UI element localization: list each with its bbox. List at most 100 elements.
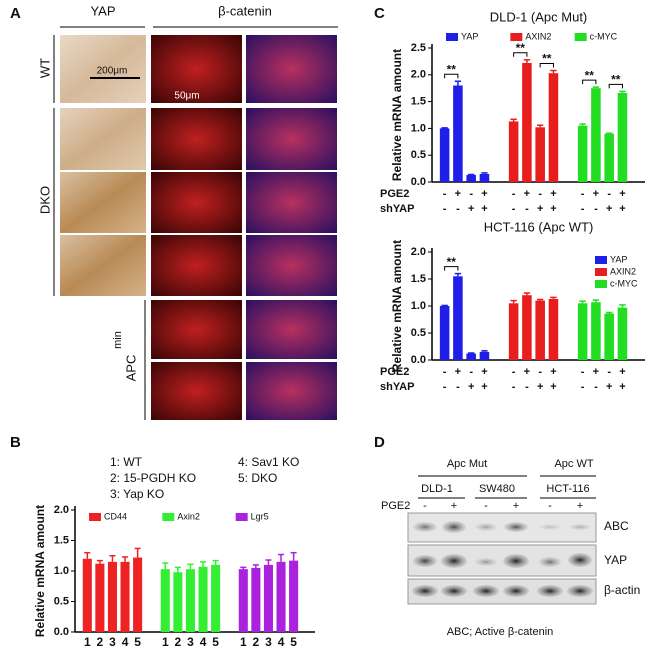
row-sign: - [525, 203, 529, 215]
bar [548, 73, 559, 182]
legend-label: YAP [610, 254, 627, 264]
row-sign: - [607, 366, 611, 378]
row-sign: + [524, 366, 530, 378]
legend-swatch [595, 280, 607, 288]
significance-bracket [444, 73, 459, 79]
significance-label: ** [611, 73, 621, 87]
legend-swatch [162, 513, 175, 521]
y-tick-label: 1.0 [54, 565, 69, 577]
bar [466, 175, 476, 182]
bar [508, 303, 519, 360]
row-sign: - [607, 188, 611, 200]
row-sign: + [537, 381, 543, 393]
row-superscript: min [112, 331, 124, 349]
y-tick-label: 1.5 [411, 273, 426, 285]
bar [617, 93, 628, 182]
bar [185, 569, 195, 632]
row-label: APC [123, 355, 138, 382]
sign: + [577, 500, 583, 512]
merge-image [246, 235, 337, 296]
row-sign: - [581, 203, 585, 215]
y-tick-label: 2.0 [54, 504, 69, 516]
row-sign: - [443, 203, 447, 215]
bar [535, 300, 545, 360]
band [475, 523, 497, 531]
row-sign: - [469, 188, 473, 200]
x-tick-label: 4 [200, 635, 207, 649]
y-tick-label: 1.5 [54, 534, 69, 546]
merge-image [246, 172, 337, 233]
bands [412, 521, 593, 597]
row-sign: + [550, 381, 556, 393]
legend-swatch [89, 513, 101, 521]
row-sign: - [525, 381, 529, 393]
scale-label: 200μm [97, 66, 128, 77]
bar [133, 557, 143, 632]
band [475, 558, 497, 566]
bar [120, 561, 130, 632]
row-sign: + [455, 366, 461, 378]
y-tick-label: 0.5 [54, 595, 69, 607]
band [567, 585, 593, 597]
y-tick-label: 0.0 [54, 626, 69, 638]
bar [479, 173, 490, 182]
x-tick-label: 2 [175, 635, 182, 649]
band [441, 585, 467, 597]
row-sign: + [550, 188, 556, 200]
key-label: 2: 15-PGDH KO [110, 471, 196, 485]
row-sign: - [581, 381, 585, 393]
x-tick-label: 5 [134, 635, 141, 649]
x-tick-label: 5 [290, 635, 297, 649]
x-tick-label: 5 [212, 635, 219, 649]
fluor-image [151, 172, 242, 233]
bar [160, 569, 170, 632]
y-tick-label: 0.5 [411, 149, 426, 161]
significance-label: ** [585, 68, 595, 82]
y-tick-label: 1.5 [411, 96, 426, 108]
legend-swatch [446, 33, 458, 41]
band [504, 522, 528, 532]
band [413, 555, 437, 567]
column-label: YAP [90, 3, 115, 18]
row-sign: - [512, 203, 516, 215]
cell-line-label: DLD-1 [421, 483, 453, 495]
x-tick-label: 4 [278, 635, 285, 649]
row-sign: - [456, 203, 460, 215]
bar [591, 302, 601, 360]
row-sign: - [443, 381, 447, 393]
significance-label: ** [516, 41, 526, 55]
band [473, 585, 499, 597]
bar [577, 125, 588, 182]
key-label: 3: Yap KO [110, 487, 164, 501]
band-label: ABC [604, 519, 629, 533]
bar [107, 561, 117, 632]
panel-a: YAP β-catenin WT DKO APC min 200μm 50μm [37, 3, 338, 420]
x-tick-label: 3 [187, 635, 194, 649]
y-tick-label: 2.0 [411, 69, 426, 81]
band-label: β-actin [604, 583, 640, 597]
bar [289, 560, 299, 632]
bar [479, 351, 490, 360]
ihc-image [60, 172, 146, 233]
panel-label: A [10, 5, 21, 22]
bar [173, 572, 183, 632]
x-tick-label: 4 [122, 635, 129, 649]
band [539, 557, 561, 567]
sign: - [548, 500, 552, 512]
x-tick-label: 2 [97, 635, 104, 649]
legend-label: c-MYC [610, 278, 638, 288]
row-sign: + [619, 203, 625, 215]
x-tick-label: 1 [162, 635, 169, 649]
bar [617, 307, 628, 360]
band [568, 553, 592, 567]
y-tick-label: 1.0 [411, 122, 426, 134]
chart-title: HCT-116 (Apc WT) [484, 219, 594, 234]
chart-title: DLD-1 (Apc Mut) [490, 9, 588, 24]
row-sign: + [481, 381, 487, 393]
row-sign: + [481, 203, 487, 215]
row-sign: + [606, 381, 612, 393]
row-sign: - [512, 188, 516, 200]
merge-image [246, 300, 337, 359]
legend-swatch [235, 513, 248, 521]
y-axis-label: Relative mRNA amount [390, 49, 404, 181]
